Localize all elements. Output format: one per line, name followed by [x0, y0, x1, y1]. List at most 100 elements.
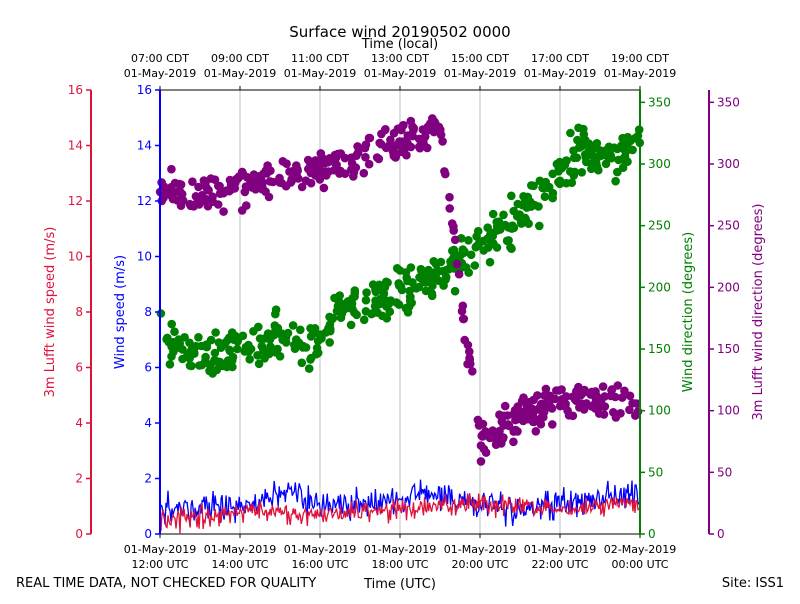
scatter-point-3-238 [445, 204, 455, 213]
bottom-tick-date-3: 01-May-2019 [364, 543, 436, 556]
scatter-point-2-200 [288, 321, 298, 330]
scatter-point-3-311 [167, 191, 176, 201]
scatter-point-3-277 [458, 301, 468, 311]
wind-speed-axis-tick-label-2: 4 [144, 416, 152, 430]
lufft-direction-axis-tick-label-6: 300 [717, 157, 740, 171]
scatter-point-2-368 [589, 152, 599, 161]
wind-speed-axis-tick-label-7: 14 [137, 139, 152, 153]
scatter-point-2-312 [255, 334, 265, 343]
scatter-point-3-168 [359, 168, 369, 178]
scatter-point-2-280 [441, 272, 451, 282]
scatter-point-3-388 [287, 177, 296, 186]
scatter-point-3-408 [625, 391, 635, 401]
scatter-point-2-445 [281, 338, 291, 347]
scatter-point-3-350 [568, 411, 578, 421]
scatter-point-3-351 [262, 169, 272, 178]
scatter-point-3-402 [252, 175, 262, 184]
scatter-point-3-380 [199, 176, 209, 185]
scatter-point-2-391 [382, 314, 392, 323]
scatter-point-2-176 [361, 307, 371, 316]
scatter-point-2-390 [470, 261, 480, 270]
scatter-point-3-315 [594, 409, 604, 418]
scatter-point-2-163 [325, 312, 334, 322]
scatter-point-3-379 [258, 182, 267, 192]
scatter-point-2-272 [626, 136, 635, 146]
top-tick-time-5: 17:00 CDT [531, 52, 589, 65]
scatter-point-2-436 [507, 224, 517, 233]
scatter-point-2-219 [529, 181, 538, 191]
scatter-point-3-410 [397, 147, 407, 157]
scatter-point-3-43 [361, 152, 370, 162]
top-tick-time-3: 13:00 CDT [371, 52, 429, 65]
scatter-point-2-173 [232, 344, 242, 354]
scatter-point-3-364 [332, 160, 341, 170]
scatter-point-3-48 [194, 182, 203, 192]
scatter-point-3-95 [620, 386, 629, 396]
scatter-point-3-285 [445, 192, 454, 202]
scatter-point-3-321 [264, 192, 274, 202]
wind-direction-axis-tick-label-3: 150 [648, 342, 671, 356]
scatter-point-3-314 [237, 206, 247, 215]
lufft-speed-axis-tick-label-4: 8 [75, 305, 83, 319]
scatter-point-2-447 [544, 183, 553, 193]
lufft-speed-axis-tick-label-3: 6 [75, 361, 83, 375]
scatter-point-3-409 [592, 398, 602, 408]
scatter-point-3-346 [541, 384, 551, 394]
top-tick-date-5: 01-May-2019 [524, 67, 596, 80]
scatter-point-3-357 [395, 137, 405, 147]
scatter-point-3-320 [504, 421, 514, 431]
scatter-point-3-143 [628, 398, 637, 408]
scatter-point-2-243 [216, 343, 226, 353]
scatter-point-3-347 [537, 399, 546, 409]
lufft-direction-axis-label: 3m Lufft wind direction (degrees) [751, 204, 766, 421]
bottom-tick-time-3: 18:00 UTC [371, 558, 428, 571]
lufft-direction-axis-tick-label-1: 50 [717, 465, 732, 479]
lufft-direction-axis-tick-label-2: 100 [717, 404, 740, 418]
scatter-point-2-286 [170, 327, 179, 337]
scatter-point-2-383 [211, 328, 220, 337]
scatter-point-3-220 [213, 200, 223, 209]
scatter-point-2-449 [324, 324, 333, 333]
scatter-point-3-317 [293, 166, 302, 176]
bottom-tick-time-4: 20:00 UTC [451, 558, 508, 571]
scatter-point-3-414 [557, 385, 566, 394]
top-tick-date-2: 01-May-2019 [284, 67, 356, 80]
scatter-point-3-397 [533, 391, 542, 400]
wind-speed-axis-tick-label-5: 10 [137, 250, 152, 264]
scatter-point-3-281 [176, 180, 186, 189]
scatter-point-2-432 [581, 153, 590, 162]
top-tick-time-1: 09:00 CDT [211, 52, 269, 65]
wind-speed-axis-tick-label-3: 6 [144, 361, 152, 375]
bottom-tick-time-1: 14:00 UTC [211, 558, 268, 571]
wind-speed-axis-tick-label-8: 16 [137, 83, 152, 97]
scatter-point-2-181 [450, 286, 460, 296]
scatter-point-2-421 [417, 274, 427, 284]
scatter-point-3-413 [306, 160, 315, 170]
scatter-point-2-422 [297, 358, 307, 368]
scatter-point-2-353 [296, 325, 305, 335]
scatter-point-2-233 [523, 192, 532, 202]
top-tick-date-1: 01-May-2019 [204, 67, 276, 80]
scatter-point-3-415 [414, 142, 424, 152]
scatter-point-2-205 [611, 176, 620, 186]
scatter-point-2-18 [427, 291, 437, 301]
scatter-point-2-4 [359, 315, 369, 325]
wind-direction-axis-tick-label-7: 350 [648, 95, 671, 109]
lufft-speed-axis-tick-label-8: 16 [68, 83, 83, 97]
site-label: Site: ISS1 [722, 576, 784, 591]
scatter-point-2-374 [499, 210, 508, 220]
scatter-point-2-284 [375, 280, 384, 290]
scatter-point-3-371 [531, 427, 541, 436]
scatter-point-2-318 [569, 171, 579, 180]
lufft-speed-axis-tick-label-1: 2 [75, 472, 83, 486]
scatter-point-2-145 [540, 192, 550, 201]
scatter-point-2-21 [566, 128, 575, 138]
scatter-point-3-69 [548, 420, 557, 429]
series-3 [155, 114, 643, 466]
bottom-tick-time-0: 12:00 UTC [131, 558, 188, 571]
scatter-point-2-226 [253, 351, 262, 360]
bottom-tick-date-6: 02-May-2019 [604, 543, 676, 556]
series-1 [159, 493, 641, 534]
scatter-point-2-172 [187, 361, 196, 371]
scatter-point-2-362 [403, 308, 413, 317]
